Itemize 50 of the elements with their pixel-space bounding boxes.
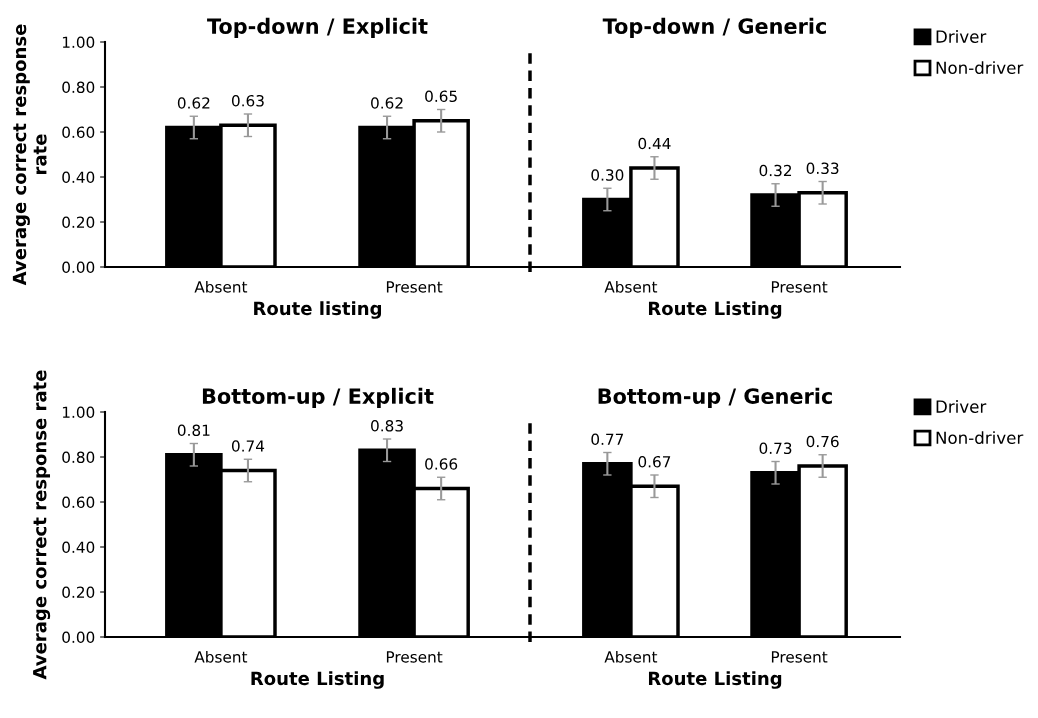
data-label: 0.66 [425,458,458,470]
y-tick-label: 0.80 [62,81,95,94]
x-axis-title: Route Listing [648,301,782,319]
x-axis-title: Route Listing [648,671,782,689]
y-tick-label: 0.20 [62,216,95,229]
x-tick-label: Present [386,281,443,293]
data-label: 0.33 [806,162,839,175]
y-tick-label: 1.00 [62,36,95,49]
chart-title: Top-down / Generic [602,17,826,38]
x-tick-label: Absent [194,280,248,293]
legend-label: Non-driver [936,431,1024,445]
data-label: 0.44 [638,137,671,150]
y-tick-label: 0.80 [62,451,95,464]
y-tick-label: 0.40 [62,541,95,554]
y-tick-label: 0.60 [62,496,95,509]
data-label: 0.65 [425,90,457,103]
x-tick-label: Present [771,281,828,293]
data-label: 0.74 [231,440,265,452]
x-tick-label: Present [771,651,828,663]
data-label: 0.32 [759,164,792,177]
y-tick-label: 0.00 [62,261,95,274]
x-axis-title: Route listing [254,301,382,319]
y-tick-label: 0.60 [62,126,95,139]
y-axis-title: Average correct response rate [12,24,47,286]
data-label: 0.81 [177,424,210,437]
x-tick-label: Absent [604,280,658,293]
data-label: 0.62 [177,97,210,109]
data-label: 0.76 [806,435,839,448]
chart-title: Top-down / Explicit [207,17,428,38]
y-tick-label: 1.00 [62,406,95,419]
y-tick-label: 0.40 [62,171,95,184]
y-axis-title: Average correct response rate [33,370,51,680]
data-label: 0.62 [371,97,403,109]
y-tick-label: 0.20 [62,586,95,599]
x-tick-label: Absent [604,650,658,663]
data-label: 0.67 [638,455,671,468]
legend-label: Driver [936,30,987,43]
data-label: 0.77 [591,433,624,446]
chart-title: Bottom-up / Explicit [202,387,434,408]
data-label: 0.63 [231,94,264,107]
x-tick-label: Absent [194,650,248,663]
data-label: 0.73 [759,442,792,455]
x-axis-title: Route Listing [251,671,384,689]
chart-title: Bottom-up / Generic [598,387,832,408]
legend-label: Non-driver [936,61,1024,75]
y-tick-label: 0.00 [62,631,95,644]
x-tick-label: Present [386,651,443,663]
legend-label: Driver [936,400,987,413]
data-label: 0.30 [591,169,624,181]
data-label: 0.83 [371,419,403,432]
